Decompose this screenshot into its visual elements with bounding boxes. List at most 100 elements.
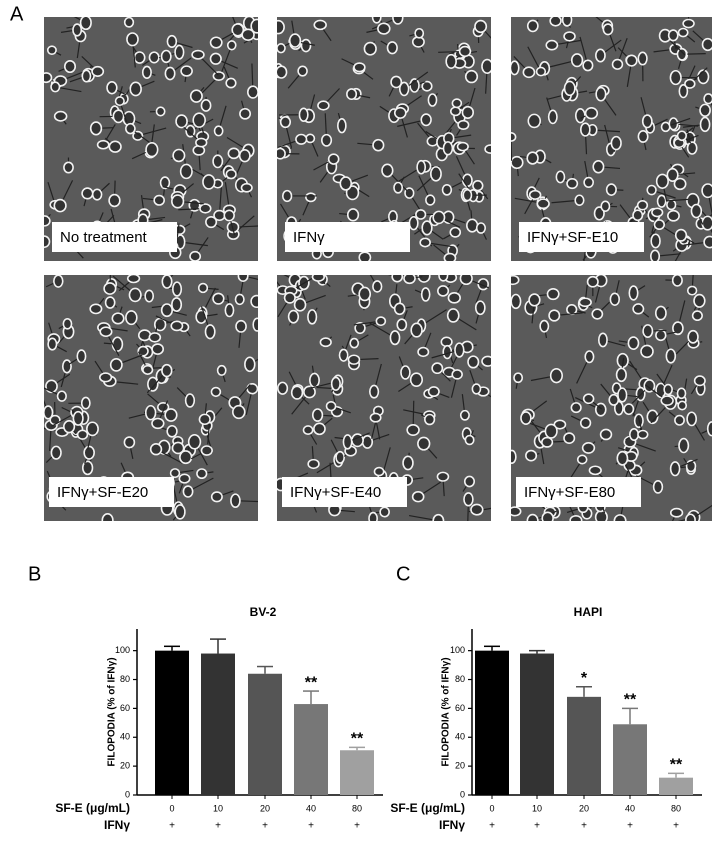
cell bbox=[443, 142, 452, 155]
cell bbox=[700, 104, 710, 116]
cell bbox=[186, 394, 195, 407]
cell bbox=[306, 134, 314, 142]
cell bbox=[658, 195, 666, 207]
cell bbox=[452, 370, 462, 379]
cell bbox=[201, 100, 210, 111]
cell bbox=[526, 451, 536, 461]
cell bbox=[542, 438, 553, 447]
cell bbox=[226, 78, 236, 87]
cell bbox=[359, 287, 370, 300]
cell bbox=[679, 28, 688, 36]
cell bbox=[149, 52, 158, 63]
cell bbox=[167, 426, 177, 437]
cell bbox=[662, 122, 670, 131]
cell bbox=[563, 14, 572, 26]
cell bbox=[404, 273, 415, 283]
cell bbox=[584, 178, 593, 188]
cell bbox=[596, 88, 606, 101]
x-tick-label: 80 bbox=[671, 803, 681, 813]
cell bbox=[338, 119, 346, 133]
cell bbox=[395, 303, 405, 314]
cell bbox=[233, 406, 245, 419]
cell bbox=[90, 304, 101, 313]
cell bbox=[241, 184, 252, 192]
cell bbox=[373, 12, 381, 23]
cell bbox=[688, 142, 697, 154]
cell bbox=[340, 177, 351, 190]
cell bbox=[448, 293, 460, 303]
cell bbox=[603, 24, 612, 35]
cell bbox=[82, 397, 90, 408]
cell bbox=[127, 33, 138, 46]
cell bbox=[693, 311, 703, 320]
row2-mark: + bbox=[627, 821, 633, 832]
cell bbox=[64, 421, 75, 433]
cell bbox=[215, 126, 223, 135]
cell bbox=[458, 121, 469, 130]
cell bbox=[276, 66, 286, 78]
micrograph: IFNγ+SF-E10 bbox=[497, 0, 715, 263]
cell bbox=[251, 296, 262, 308]
cell bbox=[73, 24, 81, 36]
cell bbox=[332, 377, 340, 390]
cell bbox=[273, 21, 285, 34]
cell bbox=[247, 384, 257, 394]
cell bbox=[702, 216, 713, 229]
cell bbox=[162, 365, 172, 377]
cell bbox=[667, 200, 676, 209]
cell bbox=[162, 51, 171, 63]
cell bbox=[417, 161, 425, 174]
cell bbox=[129, 288, 140, 301]
cell bbox=[109, 141, 121, 152]
cell bbox=[206, 217, 216, 228]
y-tick-label: 20 bbox=[120, 761, 130, 771]
bar bbox=[294, 704, 328, 795]
process bbox=[262, 55, 278, 71]
cell bbox=[471, 504, 483, 514]
cell bbox=[347, 89, 356, 99]
cell bbox=[145, 290, 153, 301]
cell bbox=[313, 409, 323, 421]
cell bbox=[485, 145, 495, 153]
cell bbox=[393, 12, 403, 24]
cell bbox=[211, 37, 222, 48]
cell bbox=[704, 94, 713, 104]
cell bbox=[508, 450, 516, 463]
row2-mark: + bbox=[489, 821, 495, 832]
cell bbox=[688, 331, 698, 343]
cell bbox=[523, 67, 534, 77]
cell bbox=[565, 81, 575, 95]
cell bbox=[411, 323, 422, 336]
cell bbox=[546, 41, 557, 50]
cell bbox=[589, 466, 601, 474]
cell bbox=[290, 34, 301, 47]
cell bbox=[139, 330, 151, 340]
cell bbox=[242, 29, 254, 40]
cell bbox=[514, 373, 522, 382]
cell bbox=[130, 82, 141, 95]
cell bbox=[199, 414, 210, 424]
cell bbox=[431, 167, 441, 181]
cell bbox=[154, 196, 164, 205]
cell bbox=[48, 338, 56, 349]
cell bbox=[48, 46, 56, 54]
micrograph: IFNγ+SF-E20 bbox=[34, 263, 275, 541]
cell bbox=[292, 386, 303, 399]
cell bbox=[275, 148, 285, 158]
cell bbox=[464, 493, 473, 506]
cell bbox=[630, 429, 639, 440]
cell bbox=[106, 297, 115, 308]
cell bbox=[109, 195, 120, 207]
cell bbox=[438, 286, 448, 296]
cell bbox=[638, 430, 648, 438]
cell bbox=[420, 238, 430, 246]
x-tick-label: 80 bbox=[352, 803, 362, 813]
cell bbox=[197, 469, 207, 478]
cell bbox=[149, 333, 160, 342]
cell bbox=[126, 311, 137, 324]
cell bbox=[575, 195, 584, 205]
significance: ** bbox=[305, 674, 318, 691]
x-tick-label: 20 bbox=[260, 803, 270, 813]
cell bbox=[467, 219, 478, 232]
cell bbox=[100, 327, 111, 336]
